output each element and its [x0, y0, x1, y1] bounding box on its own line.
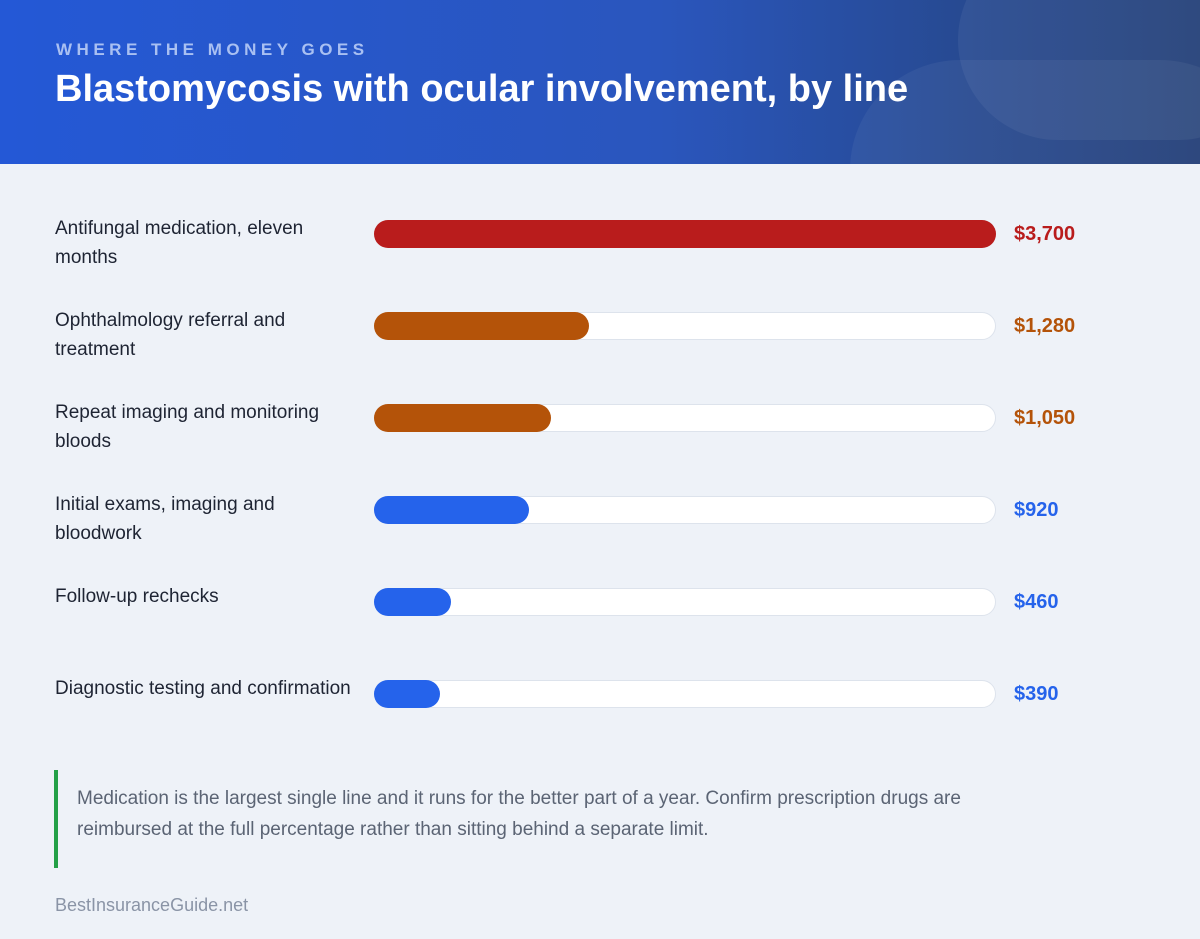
category-label: Follow-up rechecks — [55, 586, 219, 607]
data-label: $1,050 — [1014, 407, 1076, 429]
chart-row: Repeat imaging and monitoring bloods $1,0… — [0, 398, 1200, 490]
category-label: Antifungal medication, eleven months — [55, 218, 304, 268]
bar — [374, 404, 551, 432]
callout-note-text: Medication is the largest single line an… — [77, 788, 961, 840]
source-credit: BestInsuranceGuide.net — [55, 895, 249, 915]
data-label: $1,280 — [1014, 315, 1076, 337]
bar-track — [374, 680, 996, 708]
bar — [374, 496, 529, 524]
bar-track — [374, 588, 996, 616]
bar — [374, 220, 996, 248]
header-banner: WHERE THE MONEY GOES Blastomycosis with … — [0, 0, 1200, 164]
category-label: Initial exams, imaging and bloodwork — [55, 494, 275, 544]
callout-note: Medication is the largest single line an… — [54, 770, 974, 868]
decorative-shape — [850, 60, 1200, 164]
page-title: Blastomycosis with ocular involvement, b… — [55, 68, 909, 110]
category-label: Repeat imaging and monitoring bloods — [55, 402, 320, 452]
category-label: Diagnostic testing and confirmation — [55, 678, 351, 699]
eyebrow-label: WHERE THE MONEY GOES — [56, 40, 369, 59]
bar — [374, 588, 452, 616]
chart-row: Antifungal medication, eleven months $3,7… — [0, 214, 1200, 306]
bar — [374, 680, 440, 708]
decorative-shape — [958, 0, 1200, 140]
data-label: $390 — [1014, 683, 1059, 705]
chart-row: Follow-up rechecks $460 — [0, 582, 1200, 674]
data-label: $3,700 — [1014, 223, 1076, 245]
bar-chart: Antifungal medication, eleven months $3,7… — [0, 164, 1200, 764]
data-label: $460 — [1014, 591, 1059, 613]
chart-row: Initial exams, imaging and bloodwork $920 — [0, 490, 1200, 582]
chart-row: Diagnostic testing and confirmation $390 — [0, 674, 1200, 766]
bar — [374, 312, 590, 340]
chart-row: Ophthalmology referral and treatment $1,2… — [0, 306, 1200, 398]
category-label: Ophthalmology referral and treatment — [55, 310, 286, 360]
data-label: $920 — [1014, 499, 1059, 521]
